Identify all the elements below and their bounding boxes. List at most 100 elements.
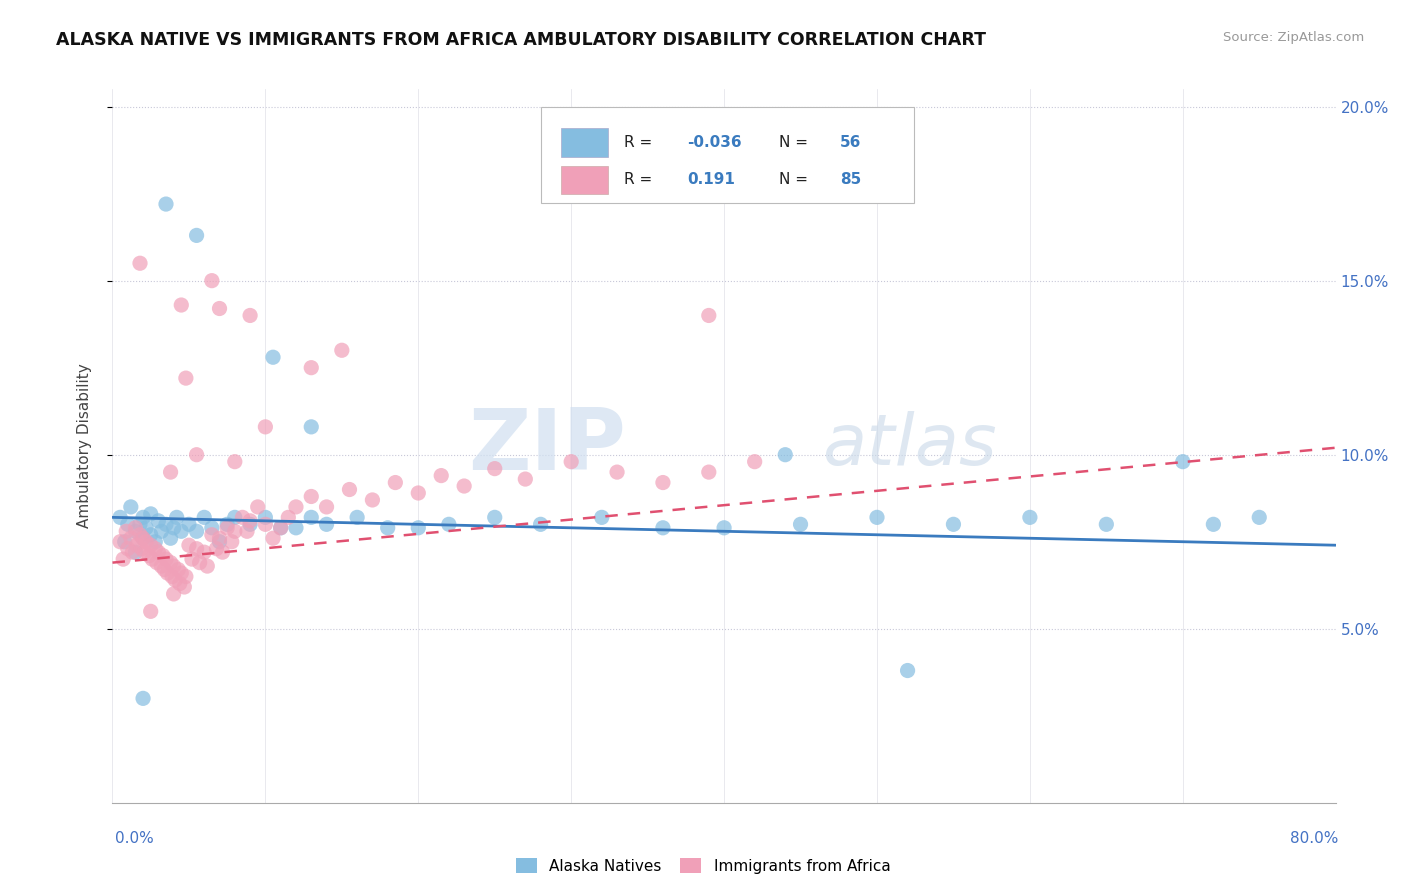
Point [254, 420, 277, 434]
Point [135, 534, 157, 549]
Point [132, 510, 155, 524]
Point [330, 343, 353, 358]
Point [163, 521, 186, 535]
Point [208, 301, 231, 316]
Point [150, 559, 173, 574]
Point [163, 559, 186, 574]
Point [697, 465, 720, 479]
Point [134, 545, 156, 559]
Point [231, 510, 253, 524]
FancyBboxPatch shape [561, 166, 607, 194]
Point [652, 475, 675, 490]
FancyBboxPatch shape [561, 128, 607, 157]
Point [254, 510, 277, 524]
Point [270, 521, 292, 535]
Point [148, 514, 170, 528]
Point [125, 538, 148, 552]
Point [1202, 517, 1225, 532]
Point [163, 587, 186, 601]
Text: ALASKA NATIVE VS IMMIGRANTS FROM AFRICA AMBULATORY DISABILITY CORRELATION CHART: ALASKA NATIVE VS IMMIGRANTS FROM AFRICA … [56, 31, 986, 49]
Point [195, 559, 218, 574]
Point [167, 563, 190, 577]
Point [239, 514, 262, 528]
Point [299, 360, 322, 375]
Point [186, 448, 208, 462]
Point [1171, 455, 1194, 469]
Point [744, 455, 766, 469]
Text: 80.0%: 80.0% [1291, 831, 1339, 846]
Point [112, 552, 135, 566]
Point [430, 468, 453, 483]
Point [942, 517, 965, 532]
Point [484, 461, 506, 475]
Point [170, 524, 193, 539]
Point [155, 517, 177, 532]
FancyBboxPatch shape [540, 107, 914, 203]
Point [139, 528, 162, 542]
Point [346, 510, 368, 524]
Point [201, 274, 224, 288]
Point [155, 552, 177, 566]
Point [141, 552, 163, 566]
Point [115, 524, 138, 539]
Point [408, 521, 430, 535]
Point [193, 510, 215, 524]
Point [170, 298, 193, 312]
Text: N =: N = [779, 135, 813, 150]
Point [201, 528, 224, 542]
Point [437, 517, 460, 532]
Text: atlas: atlas [823, 411, 997, 481]
Point [108, 534, 131, 549]
Point [117, 517, 139, 532]
Text: R =: R = [624, 135, 657, 150]
Point [713, 521, 735, 535]
Text: 85: 85 [841, 171, 862, 186]
Point [170, 566, 193, 580]
Point [789, 517, 811, 532]
Text: Source: ZipAtlas.com: Source: ZipAtlas.com [1223, 31, 1364, 45]
Point [236, 524, 259, 539]
Point [262, 531, 284, 545]
Point [211, 545, 233, 559]
Point [591, 510, 613, 524]
Point [174, 569, 197, 583]
Point [897, 664, 920, 678]
Point [181, 552, 204, 566]
Point [132, 531, 155, 545]
Point [246, 500, 269, 514]
Point [132, 691, 155, 706]
Point [135, 521, 157, 535]
Point [221, 534, 243, 549]
Point [121, 545, 143, 559]
Point [120, 500, 142, 514]
Point [120, 531, 142, 545]
Point [361, 492, 384, 507]
Point [146, 556, 169, 570]
Point [129, 528, 152, 542]
Point [262, 350, 284, 364]
Point [124, 521, 146, 535]
Point [606, 465, 628, 479]
Text: N =: N = [779, 171, 813, 186]
Point [188, 556, 211, 570]
Point [173, 580, 195, 594]
Point [284, 500, 308, 514]
Point [224, 455, 246, 469]
Point [129, 517, 152, 532]
Point [152, 549, 174, 563]
Text: ZIP: ZIP [468, 404, 626, 488]
Point [143, 534, 166, 549]
Point [132, 531, 155, 545]
Point [156, 566, 179, 580]
Point [315, 500, 337, 514]
Point [299, 420, 322, 434]
Point [201, 521, 224, 535]
Point [186, 524, 208, 539]
Point [159, 556, 181, 570]
Point [484, 510, 506, 524]
Text: -0.036: -0.036 [688, 135, 742, 150]
Point [148, 545, 170, 559]
Text: R =: R = [624, 171, 657, 186]
Point [315, 517, 337, 532]
Point [515, 472, 537, 486]
